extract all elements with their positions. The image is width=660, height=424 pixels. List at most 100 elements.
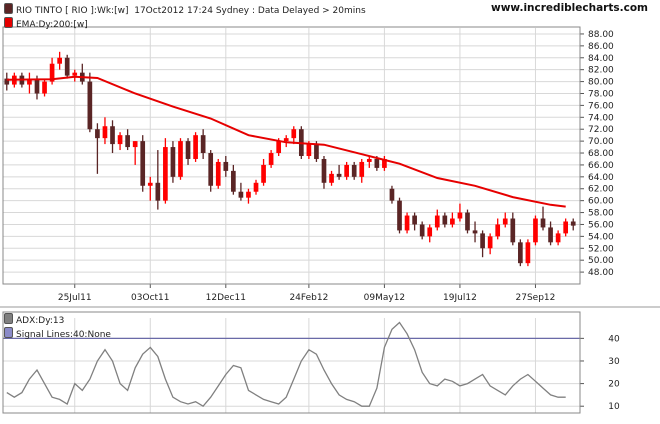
candle-body bbox=[419, 224, 425, 237]
candle bbox=[548, 221, 553, 246]
data-status: Sydney : Data Delayed > 20mins bbox=[215, 6, 366, 16]
candle bbox=[404, 212, 410, 234]
candle-body bbox=[125, 135, 130, 148]
adx-legend: ADX:Dy:13 bbox=[4, 313, 64, 326]
adx-line bbox=[6, 321, 566, 408]
candle-body bbox=[4, 78, 10, 85]
candle-body bbox=[155, 182, 161, 201]
candle bbox=[87, 72, 93, 133]
date-axis: 25Jul11 03Oct11 12Dec11 24Feb12 09May12 19Jul… bbox=[58, 284, 555, 303]
indicator-panel-frame bbox=[2, 311, 581, 414]
candle-body bbox=[434, 215, 440, 228]
candle bbox=[185, 138, 191, 165]
indicator-tick-label: 30 bbox=[608, 357, 620, 367]
candle bbox=[533, 215, 538, 246]
price-tick-label: 52.00 bbox=[588, 244, 614, 254]
security-swatch bbox=[4, 3, 13, 14]
candle-body bbox=[374, 158, 380, 168]
candle bbox=[57, 51, 62, 70]
price-panel-frame bbox=[2, 26, 581, 285]
date-tick-label: 19Jul12 bbox=[443, 293, 477, 303]
candle-body bbox=[359, 161, 365, 177]
indicator-tick-label: 10 bbox=[608, 402, 620, 412]
candle-body bbox=[261, 164, 266, 183]
candle bbox=[268, 150, 274, 168]
candle-body bbox=[291, 129, 297, 139]
candle-body bbox=[193, 135, 198, 159]
candle bbox=[397, 197, 402, 234]
candle bbox=[366, 156, 372, 168]
candle-body bbox=[72, 72, 78, 76]
candle bbox=[351, 161, 357, 180]
candle-body bbox=[95, 129, 100, 139]
candle-body bbox=[208, 153, 214, 186]
candle bbox=[518, 239, 523, 267]
candle-body bbox=[147, 182, 153, 186]
candle bbox=[140, 135, 146, 192]
price-tick-label: 48.00 bbox=[588, 268, 614, 278]
candle bbox=[231, 164, 236, 195]
candle-body bbox=[306, 144, 312, 156]
date-tick-label: 03Oct11 bbox=[131, 293, 169, 303]
candle-body bbox=[404, 215, 410, 231]
candle bbox=[465, 209, 470, 234]
candle bbox=[147, 176, 153, 201]
candle bbox=[27, 72, 32, 94]
candle bbox=[321, 156, 327, 189]
candle bbox=[389, 185, 395, 204]
candle bbox=[215, 158, 221, 189]
candle-body bbox=[163, 147, 168, 201]
candle bbox=[117, 132, 123, 151]
price-tick-label: 56.00 bbox=[588, 220, 614, 230]
candle-body bbox=[487, 236, 493, 249]
candle bbox=[155, 150, 161, 210]
site-url[interactable]: www.incrediblecharts.com bbox=[491, 2, 648, 14]
candle bbox=[208, 150, 214, 192]
candle bbox=[79, 63, 85, 85]
candle-body bbox=[238, 191, 244, 198]
candle-body bbox=[117, 135, 123, 145]
signal-legend: Signal Lines:40:None bbox=[4, 327, 111, 340]
security-legend: RIO TINTO [ RIO ]:Wk:[w] 17Oct2012 17:24… bbox=[4, 3, 366, 16]
candle bbox=[427, 224, 433, 243]
candle-body bbox=[27, 78, 32, 85]
candle bbox=[510, 212, 516, 246]
candle bbox=[570, 218, 576, 231]
candle-body bbox=[366, 158, 372, 162]
signal-legend-label: Signal Lines:40:None bbox=[16, 330, 111, 340]
candle bbox=[540, 206, 546, 231]
candle bbox=[359, 158, 365, 183]
candle-body bbox=[518, 242, 523, 264]
candle-body bbox=[472, 230, 478, 234]
candle bbox=[412, 212, 417, 231]
candle bbox=[110, 120, 115, 154]
candle-body bbox=[64, 57, 70, 76]
candle bbox=[291, 126, 297, 145]
candle-body bbox=[525, 242, 531, 264]
price-tick-label: 72.00 bbox=[588, 125, 614, 135]
price-tick-label: 86.00 bbox=[588, 42, 614, 52]
price-tick-label: 54.00 bbox=[588, 232, 614, 242]
candle bbox=[246, 188, 251, 204]
price-tick-label: 70.00 bbox=[588, 137, 614, 147]
candle-body bbox=[231, 170, 236, 192]
candle-body bbox=[200, 135, 206, 154]
candle-body bbox=[102, 126, 108, 139]
price-tick-label: 66.00 bbox=[588, 161, 614, 171]
candle bbox=[64, 54, 70, 79]
price-tick-label: 76.00 bbox=[588, 101, 614, 111]
candle-body bbox=[170, 147, 176, 177]
candle-body bbox=[382, 158, 387, 168]
candle bbox=[450, 212, 455, 228]
candle-body bbox=[533, 218, 538, 243]
candle bbox=[125, 129, 130, 151]
candle-body bbox=[555, 233, 561, 243]
candle bbox=[163, 138, 168, 204]
candle-body bbox=[510, 218, 516, 243]
candle bbox=[382, 156, 387, 171]
ema-line bbox=[6, 75, 566, 208]
indicator-tick-label: 20 bbox=[608, 380, 620, 390]
price-tick-label: 88.00 bbox=[588, 30, 614, 40]
